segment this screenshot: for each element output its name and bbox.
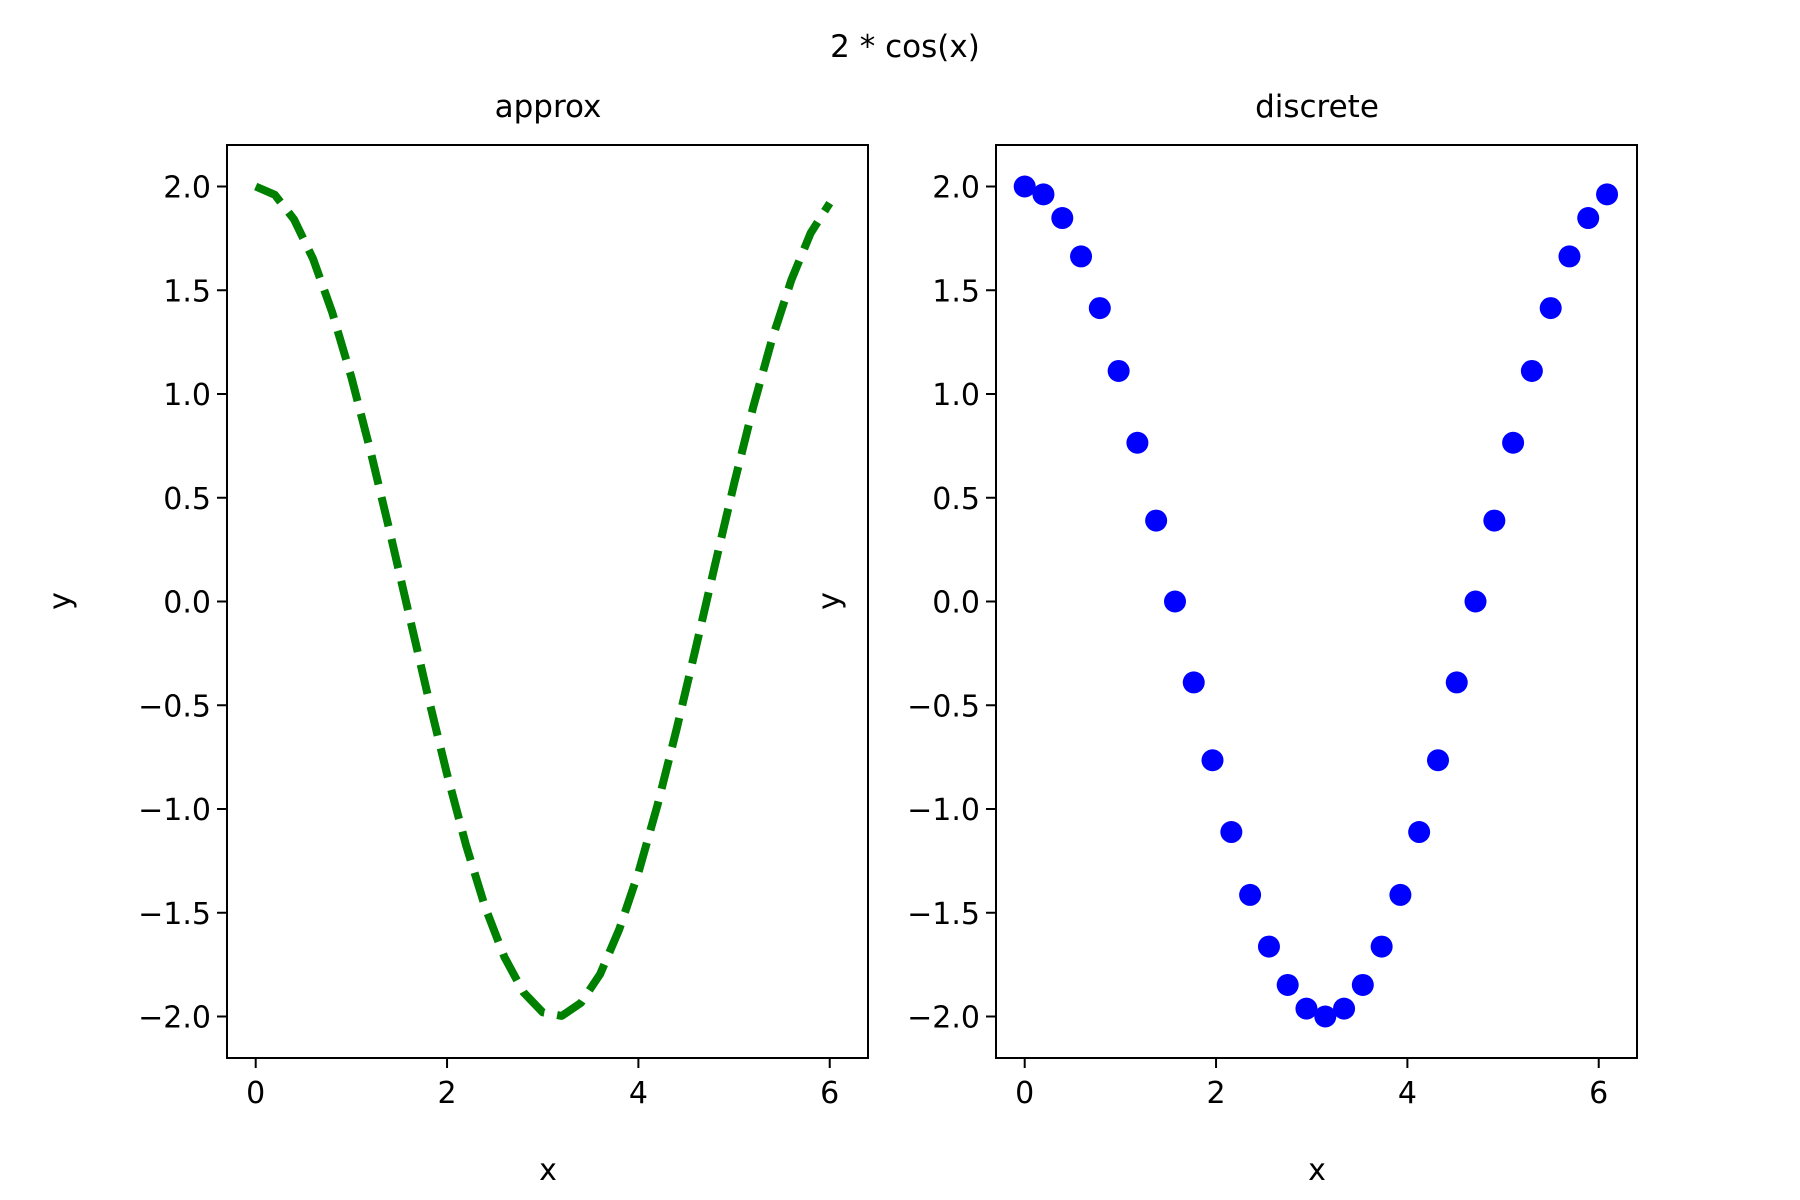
data-point — [1483, 509, 1506, 532]
y-tick-label: −1.0 — [138, 793, 211, 828]
data-point — [1145, 509, 1168, 532]
y-tick-label: −0.5 — [138, 689, 211, 724]
data-point — [1257, 935, 1280, 958]
axes-frame-discrete — [995, 144, 1638, 1059]
x-tick-label: 6 — [820, 1076, 839, 1111]
subplot-title-approx: approx — [495, 89, 602, 125]
data-point — [1520, 359, 1543, 382]
data-point — [1558, 245, 1581, 268]
y-tick-label: 1.0 — [932, 378, 980, 413]
data-point — [1408, 821, 1431, 844]
data-point — [1445, 671, 1468, 694]
data-point — [1295, 997, 1318, 1020]
data-point — [1427, 749, 1449, 772]
subplot-title-discrete: discrete — [1255, 89, 1379, 125]
y-ticks-discrete: 2.0 1.5 1.0 0.5 0.0 −0.5 −1.0 −1.5 −2.0 — [907, 171, 996, 1036]
data-point — [1013, 175, 1036, 198]
approx-line-layer — [254, 182, 834, 1020]
data-point — [1502, 431, 1525, 454]
x-tick-label: 4 — [1398, 1076, 1417, 1111]
x-axis-label-approx: x — [539, 1153, 557, 1188]
x-ticks-discrete: 0 2 4 6 — [1015, 1058, 1608, 1111]
y-tick-label: −2.0 — [907, 1001, 980, 1036]
series-line-0 — [254, 182, 834, 1020]
y-tick-label: −1.5 — [138, 897, 211, 932]
y-tick-label: −1.5 — [907, 897, 980, 932]
y-tick-label: 0.0 — [163, 586, 211, 621]
x-axis-label-discrete: x — [1308, 1153, 1326, 1188]
data-point — [1220, 821, 1243, 844]
data-point — [1314, 1005, 1337, 1028]
axes-frame-approx — [226, 144, 869, 1059]
y-axis-label-approx: y — [43, 592, 78, 610]
y-tick-label: 2.0 — [163, 171, 211, 206]
data-point — [1333, 997, 1356, 1020]
data-point — [1070, 245, 1093, 268]
data-point — [1577, 207, 1600, 230]
data-point — [1126, 431, 1149, 454]
y-tick-label: 1.5 — [163, 274, 211, 309]
data-point — [1182, 671, 1205, 694]
y-tick-label: −2.0 — [138, 1001, 211, 1036]
x-tick-label: 2 — [437, 1076, 456, 1111]
data-point — [1351, 973, 1374, 996]
data-point — [1051, 207, 1074, 230]
subplot-discrete: discrete 0 2 4 6 2.0 1.5 1.0 0.5 0.0 −0.5 −1.0 −1.… — [812, 89, 1638, 1188]
x-tick-label: 6 — [1589, 1076, 1608, 1111]
data-point — [1370, 935, 1393, 958]
discrete-point-layer — [1013, 175, 1619, 1028]
y-tick-label: 0.0 — [932, 586, 980, 621]
x-tick-label: 4 — [629, 1076, 648, 1111]
data-point — [1164, 590, 1186, 613]
data-point — [1596, 183, 1619, 206]
y-axis-label-discrete: y — [812, 592, 847, 610]
y-tick-label: 0.5 — [163, 482, 211, 517]
y-tick-label: −0.5 — [907, 689, 980, 724]
data-point — [1276, 973, 1299, 996]
data-point — [1389, 883, 1412, 906]
data-point — [1201, 749, 1224, 772]
data-point — [1539, 297, 1562, 320]
data-point — [1088, 297, 1111, 320]
data-point — [1239, 883, 1262, 906]
x-tick-label: 0 — [1015, 1076, 1034, 1111]
figure-suptitle: 2 * cos(x) — [830, 29, 980, 65]
y-tick-label: 1.5 — [932, 274, 980, 309]
x-tick-label: 2 — [1206, 1076, 1225, 1111]
y-tick-label: 0.5 — [932, 482, 980, 517]
data-point — [1107, 359, 1130, 382]
x-tick-label: 0 — [246, 1076, 265, 1111]
data-point — [1464, 590, 1487, 613]
y-tick-label: 1.0 — [163, 378, 211, 413]
data-point — [1032, 183, 1055, 206]
y-tick-label: 2.0 — [932, 171, 980, 206]
subplot-approx: approx 0 2 4 6 2.0 1.5 1.0 0.5 0.0 −0.5 −1.0 −1.5 −… — [43, 89, 869, 1188]
y-ticks-approx: 2.0 1.5 1.0 0.5 0.0 −0.5 −1.0 −1.5 −2.0 — [138, 171, 227, 1036]
x-ticks-approx: 0 2 4 6 — [246, 1058, 839, 1111]
y-tick-label: −1.0 — [907, 793, 980, 828]
